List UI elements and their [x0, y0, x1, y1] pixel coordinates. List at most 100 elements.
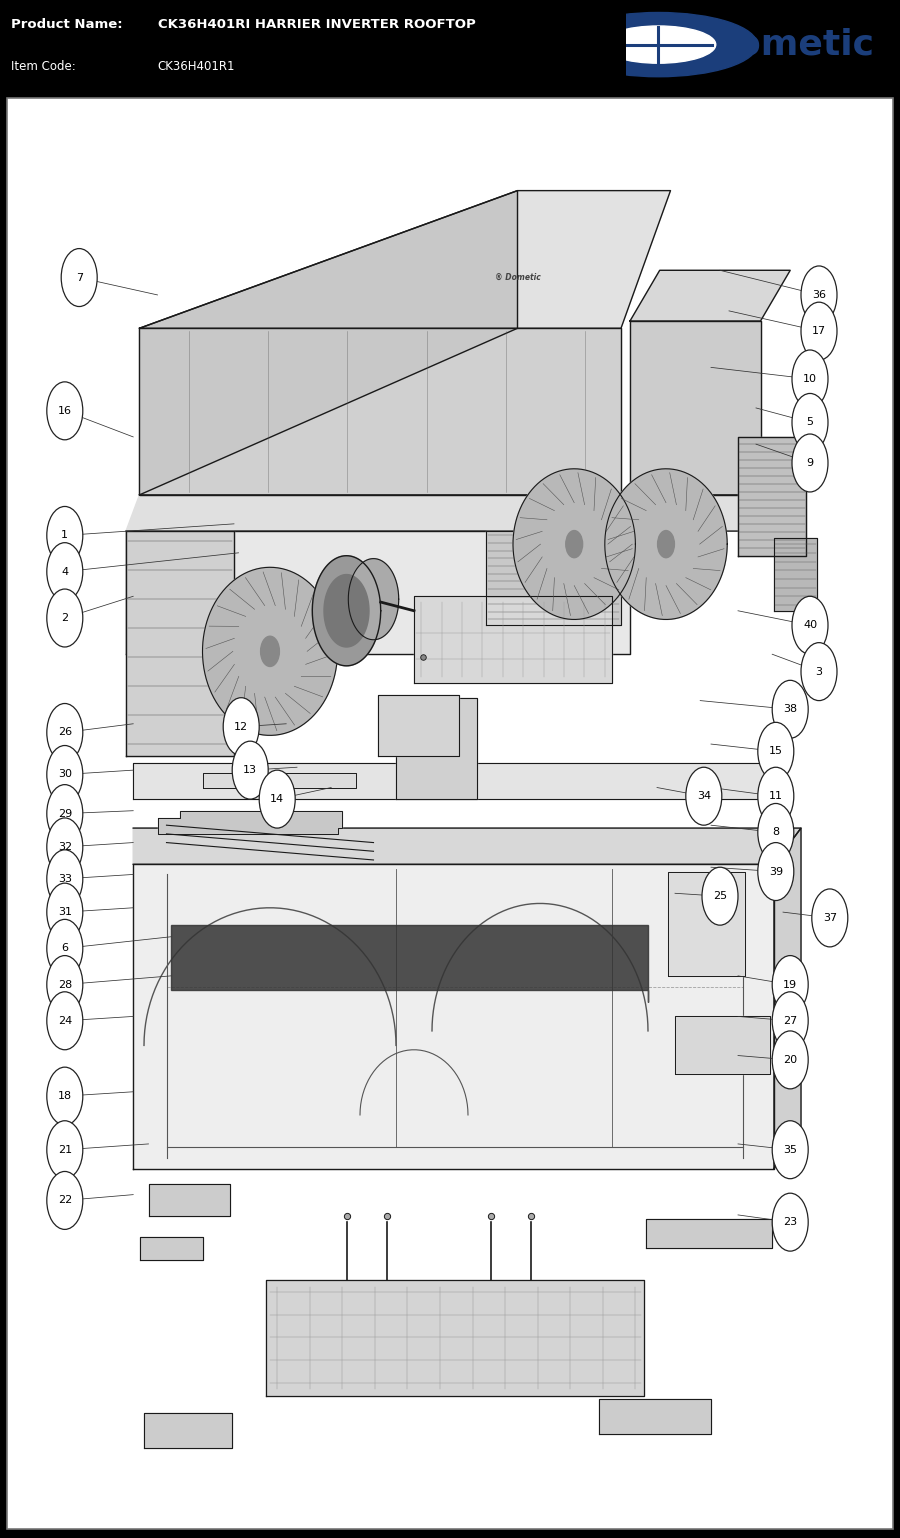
Polygon shape — [312, 555, 381, 666]
Polygon shape — [774, 538, 817, 611]
Circle shape — [47, 851, 83, 907]
Text: 28: 28 — [58, 980, 72, 989]
Text: 2: 2 — [61, 614, 68, 623]
Circle shape — [772, 955, 808, 1014]
Text: CK36H401R1: CK36H401R1 — [158, 60, 235, 74]
Polygon shape — [738, 437, 806, 555]
Text: 13: 13 — [243, 764, 257, 775]
Polygon shape — [144, 1413, 232, 1449]
Text: 18: 18 — [58, 1090, 72, 1101]
Text: 14: 14 — [270, 794, 284, 804]
Polygon shape — [324, 575, 369, 647]
Text: Dometic: Dometic — [706, 28, 874, 62]
Polygon shape — [598, 1400, 711, 1433]
Text: 32: 32 — [58, 841, 72, 852]
Polygon shape — [158, 811, 342, 834]
Polygon shape — [140, 191, 518, 495]
Polygon shape — [202, 568, 338, 735]
Circle shape — [47, 1172, 83, 1229]
Text: 37: 37 — [823, 914, 837, 923]
Text: 1: 1 — [61, 531, 68, 540]
Text: 27: 27 — [783, 1015, 797, 1026]
Polygon shape — [140, 191, 670, 328]
Polygon shape — [133, 763, 783, 800]
Text: 25: 25 — [713, 891, 727, 901]
Text: CK36H401RI HARRIER INVERTER ROOFTOP: CK36H401RI HARRIER INVERTER ROOFTOP — [158, 18, 475, 31]
Circle shape — [47, 703, 83, 761]
Circle shape — [758, 803, 794, 861]
Circle shape — [702, 867, 738, 926]
Polygon shape — [348, 558, 399, 640]
Circle shape — [261, 637, 279, 666]
Text: 9: 9 — [806, 458, 814, 468]
Text: 20: 20 — [783, 1055, 797, 1064]
Polygon shape — [133, 827, 801, 864]
Circle shape — [47, 784, 83, 843]
Circle shape — [47, 818, 83, 877]
Text: 22: 22 — [58, 1195, 72, 1206]
Text: ® Dometic: ® Dometic — [495, 274, 540, 281]
Circle shape — [772, 1121, 808, 1178]
Circle shape — [792, 434, 828, 492]
Polygon shape — [486, 531, 621, 626]
Polygon shape — [513, 469, 635, 620]
Circle shape — [792, 351, 828, 408]
Polygon shape — [630, 271, 790, 321]
Text: 4: 4 — [61, 566, 68, 577]
Circle shape — [47, 920, 83, 977]
Circle shape — [792, 597, 828, 654]
FancyBboxPatch shape — [7, 98, 893, 1529]
Text: Product Name:: Product Name: — [11, 18, 122, 31]
Circle shape — [560, 12, 757, 77]
Text: 16: 16 — [58, 406, 72, 415]
Circle shape — [223, 698, 259, 755]
Circle shape — [47, 1121, 83, 1178]
Circle shape — [772, 992, 808, 1050]
Text: Item Code:: Item Code: — [11, 60, 76, 74]
Circle shape — [232, 741, 268, 800]
Polygon shape — [140, 328, 621, 495]
Circle shape — [47, 992, 83, 1050]
Text: 38: 38 — [783, 704, 797, 714]
Polygon shape — [171, 926, 648, 1001]
Circle shape — [259, 771, 295, 827]
Text: 12: 12 — [234, 721, 248, 732]
Circle shape — [47, 589, 83, 647]
Circle shape — [758, 767, 794, 826]
Text: 3: 3 — [815, 666, 823, 677]
Circle shape — [792, 394, 828, 452]
Polygon shape — [126, 495, 806, 531]
Polygon shape — [630, 321, 760, 495]
Text: 24: 24 — [58, 1015, 72, 1026]
Circle shape — [566, 531, 582, 558]
Text: 36: 36 — [812, 291, 826, 300]
Text: 39: 39 — [769, 866, 783, 877]
Text: 6: 6 — [61, 943, 68, 954]
Polygon shape — [396, 698, 477, 800]
Circle shape — [812, 889, 848, 947]
Text: 26: 26 — [58, 727, 72, 737]
Circle shape — [47, 506, 83, 564]
Polygon shape — [774, 827, 801, 1169]
Circle shape — [47, 746, 83, 803]
Text: 40: 40 — [803, 620, 817, 631]
Circle shape — [47, 955, 83, 1014]
Text: 11: 11 — [769, 791, 783, 801]
Circle shape — [801, 266, 837, 325]
Text: 7: 7 — [76, 272, 83, 283]
Circle shape — [772, 680, 808, 738]
Text: 17: 17 — [812, 326, 826, 337]
Polygon shape — [126, 531, 630, 654]
Circle shape — [758, 723, 794, 780]
Circle shape — [601, 26, 716, 63]
Text: 33: 33 — [58, 874, 72, 884]
Text: 19: 19 — [783, 980, 797, 989]
Polygon shape — [126, 531, 234, 755]
Text: 15: 15 — [769, 746, 783, 757]
Circle shape — [772, 1030, 808, 1089]
Circle shape — [658, 531, 674, 558]
Circle shape — [686, 767, 722, 826]
Circle shape — [801, 643, 837, 701]
Text: 30: 30 — [58, 769, 72, 780]
Text: 23: 23 — [783, 1217, 797, 1227]
